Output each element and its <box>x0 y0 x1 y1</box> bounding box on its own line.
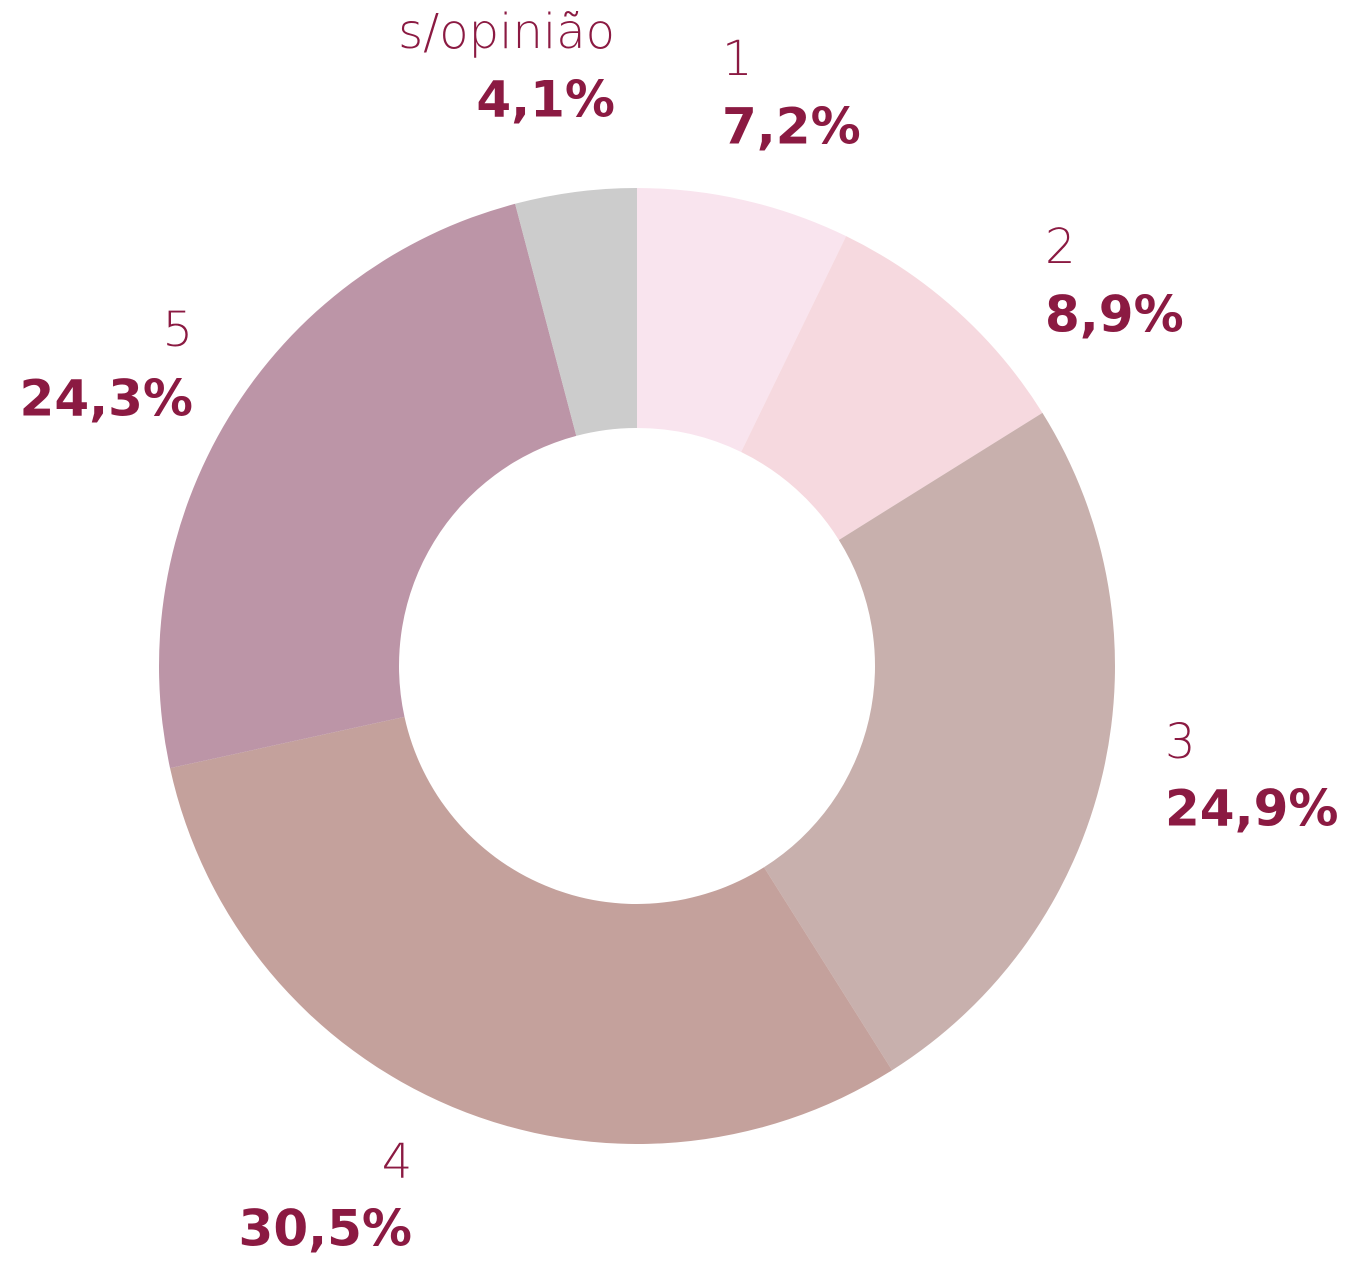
slice-value: 8,9% <box>1045 286 1184 344</box>
slice-value: 24,3% <box>20 370 193 428</box>
donut-slice <box>637 188 847 452</box>
slice-value: 30,5% <box>239 1200 412 1258</box>
slice-name: 1 <box>722 31 753 87</box>
slice-name: s/opinião <box>398 4 615 60</box>
slice-value: 24,9% <box>1165 780 1338 838</box>
donut-slice <box>170 716 893 1144</box>
slice-name: 3 <box>1165 714 1196 770</box>
slice-name: 5 <box>162 302 193 358</box>
slice-name: 4 <box>382 1134 413 1190</box>
slice-name: 2 <box>1045 219 1076 275</box>
slice-value: 7,2% <box>722 98 861 156</box>
slice-value: 4,1% <box>476 71 615 129</box>
donut-slice <box>515 188 637 436</box>
donut-slice <box>741 236 1043 540</box>
donut-slice <box>764 412 1116 1071</box>
donut-slice <box>159 203 577 769</box>
